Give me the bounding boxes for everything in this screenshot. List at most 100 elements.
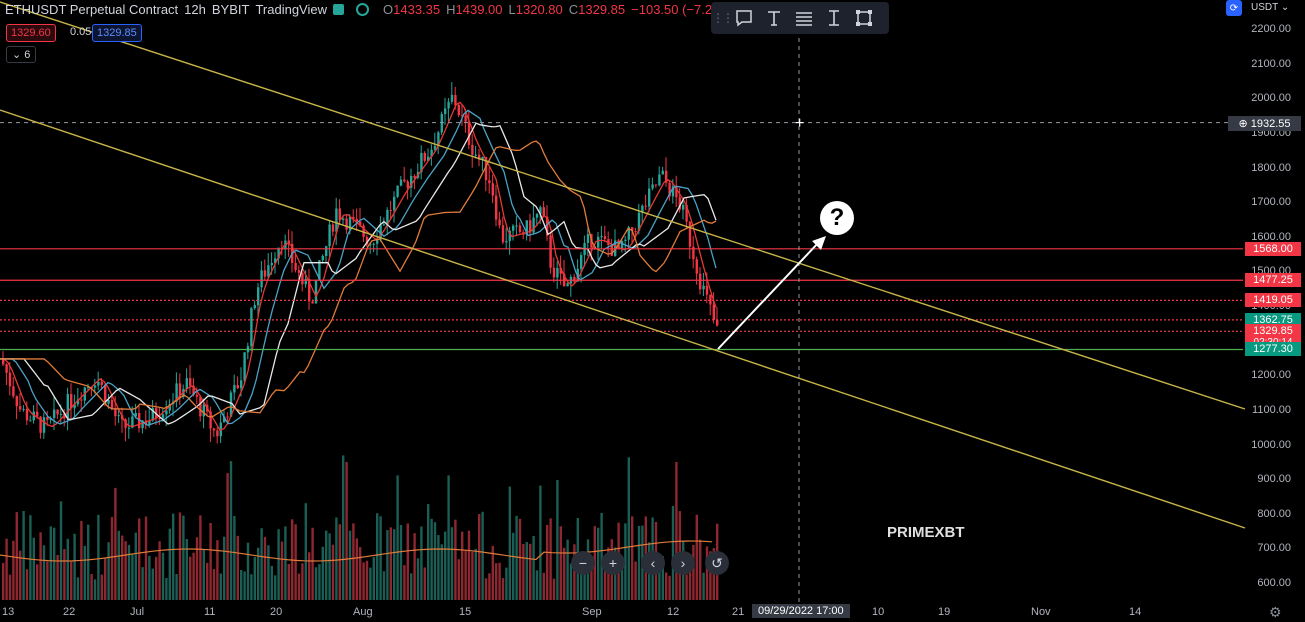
volume-bar — [253, 557, 256, 600]
volume-bar — [178, 512, 182, 600]
volume-bar — [335, 517, 338, 600]
candle-body — [277, 247, 280, 259]
candle-body — [688, 221, 692, 247]
candle-body — [117, 415, 120, 417]
channel-lower-line[interactable] — [0, 109, 1246, 529]
candle-body — [478, 154, 481, 160]
currency-selector[interactable]: USDT ⌄ — [1251, 2, 1290, 13]
anchor-icon[interactable] — [821, 5, 847, 31]
candle-body — [512, 225, 515, 231]
candle-body — [229, 392, 233, 417]
sell-price-button[interactable]: 1329.60 — [6, 24, 56, 42]
candle-body — [321, 255, 324, 261]
candle-body — [634, 231, 637, 233]
volume-bar — [168, 528, 171, 600]
candle-body — [515, 225, 518, 227]
volume-bar — [603, 569, 607, 600]
volume-bar — [437, 535, 440, 600]
candle-body — [682, 204, 685, 210]
volume-bar — [512, 532, 515, 600]
volume-bar — [393, 529, 396, 600]
zoom-out-button[interactable]: − — [571, 551, 595, 575]
volume-bar — [532, 536, 535, 600]
volume-bar — [107, 542, 110, 600]
volume-bar — [2, 562, 5, 600]
volume-bar — [546, 524, 549, 600]
candle-body — [539, 207, 542, 214]
reset-chart-button[interactable]: ↺ — [705, 551, 729, 575]
candle-body — [712, 304, 715, 320]
volume-bar — [491, 545, 494, 600]
candle-body — [131, 416, 134, 428]
price-axis-label: 1000.00 — [1251, 438, 1291, 451]
candle-body — [100, 381, 103, 385]
candle-body — [508, 230, 511, 242]
volume-bar — [297, 573, 301, 600]
price-axis-label: 1700.00 — [1251, 196, 1291, 209]
settings-gear-icon[interactable]: ⚙ — [1269, 604, 1282, 620]
candle-body — [301, 272, 304, 285]
volume-bar — [556, 479, 559, 600]
candle-body — [461, 115, 464, 117]
indicators-toggle[interactable]: ⌄ 6 — [6, 46, 37, 63]
volume-bar — [104, 558, 107, 600]
scroll-left-button[interactable]: ‹ — [641, 551, 665, 575]
grip-icon[interactable]: ⋮⋮ — [712, 11, 734, 25]
volume-bar — [219, 573, 222, 600]
channel-upper-line[interactable] — [0, 1, 1246, 410]
candle-body — [369, 243, 372, 245]
price-axis-label: 900.00 — [1257, 473, 1291, 486]
time-axis-label: 19 — [938, 606, 951, 618]
volume-bar — [189, 556, 192, 600]
candle-body — [331, 224, 335, 232]
candle-body — [294, 262, 297, 271]
candle-body — [699, 273, 702, 290]
candle-body — [178, 383, 182, 397]
text-icon[interactable] — [761, 5, 787, 31]
volume-bar — [70, 561, 73, 600]
candle-body — [53, 409, 56, 419]
candle-body — [110, 399, 114, 409]
platform: TradingView — [255, 2, 327, 17]
candle-body — [209, 411, 212, 429]
candle-body — [702, 285, 705, 290]
candle-body — [410, 176, 413, 188]
candle-body — [627, 227, 630, 240]
volume-bar — [658, 560, 661, 600]
symbol-name[interactable]: ETHUSDT Perpetual Contract — [5, 2, 179, 17]
candle-body — [586, 234, 590, 243]
volume-bar — [450, 527, 454, 600]
volume-bar — [73, 533, 76, 600]
volume-bar — [165, 577, 168, 600]
candle-body — [678, 197, 681, 210]
time-axis-label: 10 — [872, 606, 885, 618]
candle-body — [389, 209, 392, 211]
frame-icon[interactable] — [851, 5, 877, 31]
volume-bar — [76, 577, 80, 600]
lines-icon[interactable] — [791, 5, 817, 31]
volume-bar — [406, 523, 409, 600]
projection-arrow[interactable] — [717, 240, 821, 350]
question-mark-annotation[interactable]: ? — [820, 201, 854, 235]
scroll-right-button[interactable]: › — [671, 551, 695, 575]
watermark: PRIMEXBT — [887, 524, 965, 541]
candle-body — [471, 144, 474, 155]
candle-body — [457, 104, 460, 116]
interval[interactable]: 12h — [184, 2, 206, 17]
volume-bar — [535, 570, 539, 600]
volume-bar — [580, 554, 583, 600]
refresh-icon[interactable]: ⟳ — [1226, 0, 1242, 16]
candle-body — [644, 205, 647, 207]
volume-bar — [372, 557, 375, 600]
candle-body — [352, 216, 355, 219]
candle-body — [403, 179, 406, 182]
volume-bar — [389, 527, 392, 600]
volume-bar — [709, 551, 712, 600]
comment-icon[interactable] — [731, 5, 757, 31]
buy-price-button[interactable]: 1329.85 — [92, 24, 142, 42]
candle-body — [5, 364, 8, 373]
zoom-in-button[interactable]: + — [601, 551, 625, 575]
volume-bar — [226, 473, 229, 600]
volume-bar — [488, 573, 491, 600]
